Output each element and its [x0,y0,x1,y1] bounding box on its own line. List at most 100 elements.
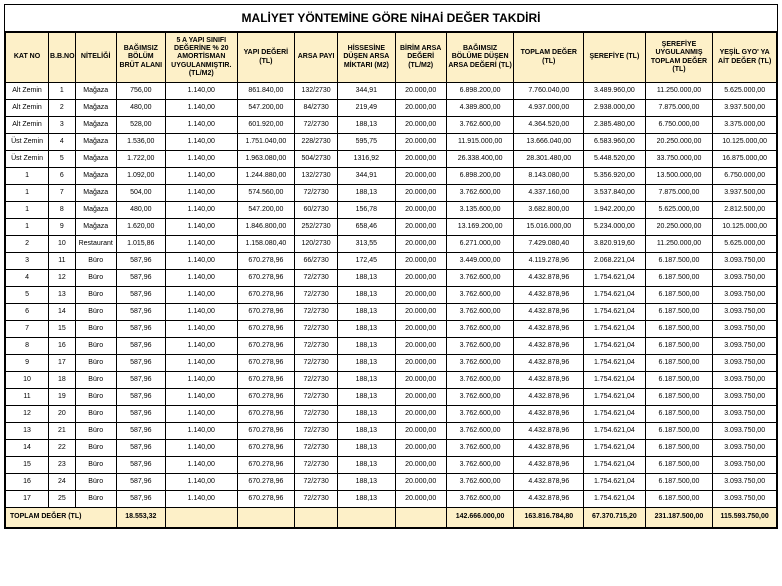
total-cell: 142.666.000,00 [446,508,514,528]
cell: 5 [49,151,76,168]
cell: 228/2730 [295,134,338,151]
cell: 8.143.080,00 [514,168,584,185]
cell: 1.754.621,04 [584,423,646,440]
cell: 1.942.200,00 [584,202,646,219]
cell: 20.250.000,00 [645,219,713,236]
col-header-9: BAĞIMSIZ BÖLÜME DÜŞEN ARSA DEĞERİ (TL) [446,33,514,83]
cell: 188,13 [338,185,395,202]
cell: 7 [49,185,76,202]
total-cell: 18.553,32 [116,508,165,528]
cell: 16.875.000,00 [713,151,777,168]
cell: Büro [75,406,116,423]
cell: 670.278,96 [237,372,294,389]
cell: 72/2730 [295,406,338,423]
cell: 2.068.221,04 [584,253,646,270]
cell: 6.750.000,00 [713,168,777,185]
cell: 1.754.621,04 [584,304,646,321]
cell: 3.093.750,00 [713,440,777,457]
cell: 6 [6,304,49,321]
cell: 1.140,00 [165,151,237,168]
cell: 20.000,00 [395,355,446,372]
cell: 1.140,00 [165,168,237,185]
cell: 3.762.600,00 [446,389,514,406]
cell: 1.092,00 [116,168,165,185]
cell: 587,96 [116,474,165,491]
cell: 18 [49,372,76,389]
cell: 1.140,00 [165,117,237,134]
table-row: Alt Zemin1Mağaza756,001.140,00861.840,00… [6,83,777,100]
cell: Mağaza [75,83,116,100]
cell: 9 [6,355,49,372]
cell: 20.000,00 [395,406,446,423]
cell: 72/2730 [295,474,338,491]
cell: 1.754.621,04 [584,406,646,423]
cell: 1316,92 [338,151,395,168]
cell: 3.682.800,00 [514,202,584,219]
col-header-12: ŞEREFİYE UYGULANMIŞ TOPLAM DEĞER (TL) [645,33,713,83]
cell: 7.760.040,00 [514,83,584,100]
cell: 4.432.878,96 [514,440,584,457]
table-body: Alt Zemin1Mağaza756,001.140,00861.840,00… [6,83,777,528]
cell: 188,13 [338,406,395,423]
cell: 3.762.600,00 [446,185,514,202]
cell: Büro [75,457,116,474]
cell: 6.187.500,00 [645,270,713,287]
cell: Alt Zemin [6,100,49,117]
cell: 16 [49,338,76,355]
cell: 6 [49,168,76,185]
cell: 72/2730 [295,457,338,474]
cell: 1.140,00 [165,440,237,457]
table-row: 917Büro587,961.140,00670.278,9672/273018… [6,355,777,372]
cell: 3.762.600,00 [446,117,514,134]
cell: 72/2730 [295,321,338,338]
cell: 6.583.960,00 [584,134,646,151]
cell: 8 [6,338,49,355]
cell: 188,13 [338,491,395,508]
cell: 28.301.480,00 [514,151,584,168]
cell: 11.250.000,00 [645,83,713,100]
cell: 6.898.200,00 [446,168,514,185]
cell: 22 [49,440,76,457]
cell: 3.489.960,00 [584,83,646,100]
cell: 6.187.500,00 [645,355,713,372]
cell: 20.000,00 [395,134,446,151]
cell: 2.812.500,00 [713,202,777,219]
cell: Restaurant [75,236,116,253]
cell: 1.754.621,04 [584,338,646,355]
table-row: 1321Büro587,961.140,00670.278,9672/27301… [6,423,777,440]
cell: 20.000,00 [395,83,446,100]
cell: 1 [6,202,49,219]
cell: 17 [49,355,76,372]
cell: Büro [75,389,116,406]
cell: Alt Zemin [6,83,49,100]
cell: 1.140,00 [165,134,237,151]
cell: 188,13 [338,355,395,372]
cell: 1.140,00 [165,185,237,202]
cell: 3.762.600,00 [446,372,514,389]
cell: 7 [6,321,49,338]
cell: 15.016.000,00 [514,219,584,236]
cell: 66/2730 [295,253,338,270]
cell: 595,75 [338,134,395,151]
cell: 188,13 [338,474,395,491]
cell: 1.140,00 [165,83,237,100]
cell: 10.125.000,00 [713,134,777,151]
table-row: 816Büro587,961.140,00670.278,9672/273018… [6,338,777,355]
table-row: 1725Büro587,961.140,00670.278,9672/27301… [6,491,777,508]
cell: 252/2730 [295,219,338,236]
cell: 13.666.040,00 [514,134,584,151]
total-label: TOPLAM DEĞER (TL) [6,508,117,528]
cell: 1.140,00 [165,236,237,253]
cell: 188,13 [338,389,395,406]
cell: 72/2730 [295,389,338,406]
cell: 670.278,96 [237,287,294,304]
cell: Büro [75,423,116,440]
cell: 17 [6,491,49,508]
cell: 4.432.878,96 [514,372,584,389]
cell: 172,45 [338,253,395,270]
col-header-3: BAĞIMSIZ BÖLÜM BRÜT ALANI [116,33,165,83]
cell: 72/2730 [295,304,338,321]
total-cell: 67.370.715,20 [584,508,646,528]
col-header-6: ARSA PAYI [295,33,338,83]
table-row: Alt Zemin3Mağaza528,001.140,00601.920,00… [6,117,777,134]
